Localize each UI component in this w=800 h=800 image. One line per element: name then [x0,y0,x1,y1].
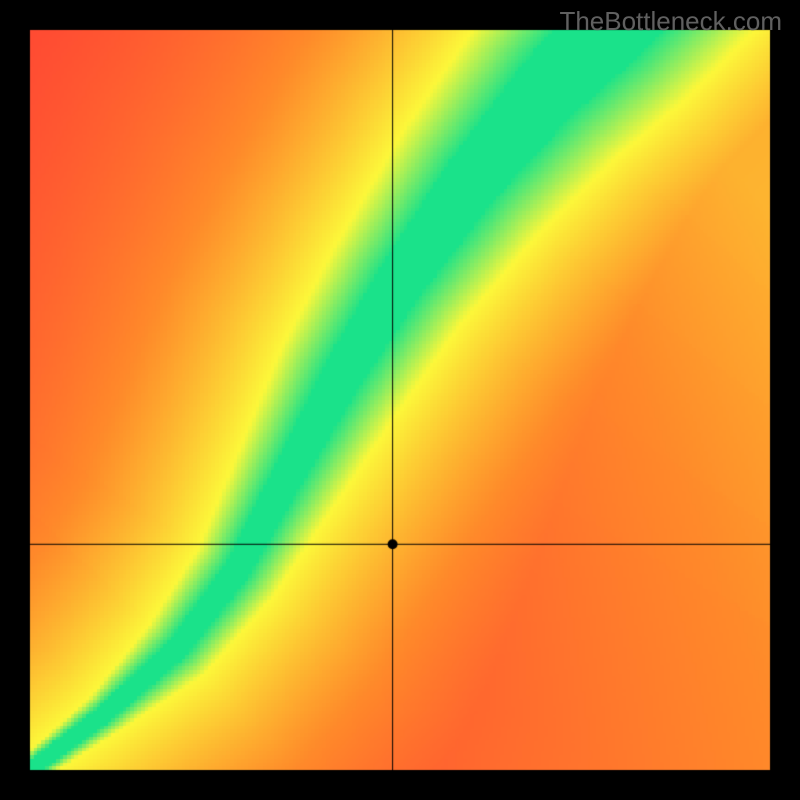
watermark-text: TheBottleneck.com [559,6,782,37]
chart-container: TheBottleneck.com [0,0,800,800]
bottleneck-heatmap [0,0,800,800]
